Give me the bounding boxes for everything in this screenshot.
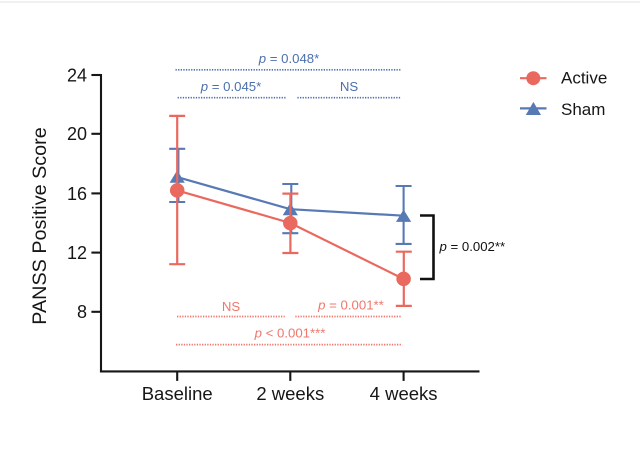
svg-text:4 weeks: 4 weeks bbox=[370, 383, 438, 404]
svg-text:p < 0.001***: p < 0.001*** bbox=[254, 326, 326, 341]
svg-text:12: 12 bbox=[67, 243, 87, 263]
svg-text:p = 0.048*: p = 0.048* bbox=[258, 51, 320, 66]
svg-text:NS: NS bbox=[340, 79, 359, 94]
svg-text:PANSS Positive Score: PANSS Positive Score bbox=[29, 127, 51, 325]
svg-text:Sham: Sham bbox=[561, 100, 605, 119]
svg-text:NS: NS bbox=[222, 299, 241, 314]
svg-text:2 weeks: 2 weeks bbox=[256, 383, 324, 404]
svg-text:p = 0.002**: p = 0.002** bbox=[439, 239, 506, 254]
svg-text:20: 20 bbox=[67, 124, 87, 144]
svg-text:8: 8 bbox=[77, 302, 87, 322]
svg-text:Active: Active bbox=[561, 69, 607, 88]
svg-text:Baseline: Baseline bbox=[142, 383, 213, 404]
svg-text:16: 16 bbox=[67, 184, 87, 204]
svg-text:p = 0.045*: p = 0.045* bbox=[200, 79, 262, 94]
svg-text:24: 24 bbox=[67, 65, 87, 85]
svg-text:p = 0.001**: p = 0.001** bbox=[317, 298, 384, 313]
